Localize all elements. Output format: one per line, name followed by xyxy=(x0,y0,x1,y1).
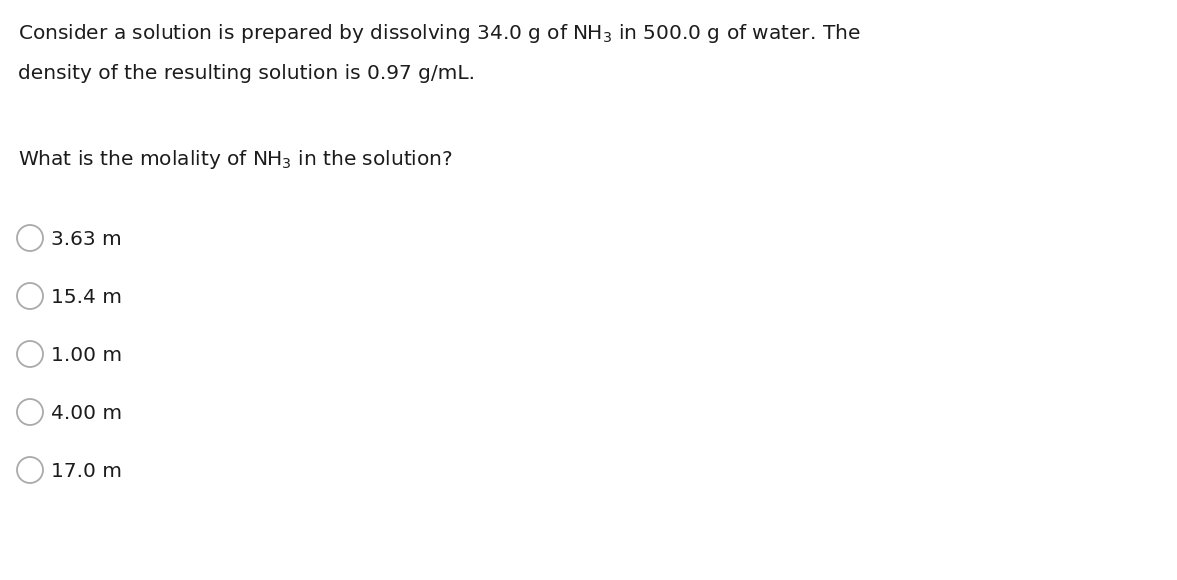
Text: 17.0 m: 17.0 m xyxy=(51,462,122,481)
Text: Consider a solution is prepared by dissolving 34.0 g of NH$_3$ in 500.0 g of wat: Consider a solution is prepared by disso… xyxy=(18,22,860,45)
Text: 1.00 m: 1.00 m xyxy=(51,346,122,365)
Text: 15.4 m: 15.4 m xyxy=(51,288,122,307)
Text: 3.63 m: 3.63 m xyxy=(51,230,121,249)
Text: 4.00 m: 4.00 m xyxy=(51,404,122,423)
Text: density of the resulting solution is 0.97 g/mL.: density of the resulting solution is 0.9… xyxy=(18,64,476,83)
Text: What is the molality of NH$_3$ in the solution?: What is the molality of NH$_3$ in the so… xyxy=(18,148,453,171)
